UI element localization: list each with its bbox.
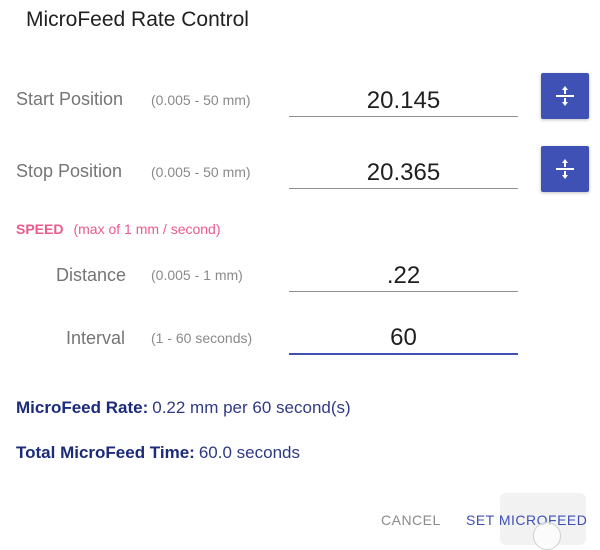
cancel-button[interactable]: CANCEL xyxy=(381,512,441,528)
microfeed-rate-summary: MicroFeed Rate: 0.22 mm per 60 second(s) xyxy=(16,398,351,418)
start-position-value: 20.145 xyxy=(366,87,441,114)
start-position-set-button[interactable] xyxy=(541,73,589,119)
total-microfeed-time-label: Total MicroFeed Time: xyxy=(16,443,195,462)
interval-value: 60 xyxy=(390,324,417,351)
distance-range: (0.005 - 1 mm) xyxy=(151,267,243,283)
interval-range: (1 - 60 seconds) xyxy=(151,330,253,346)
touch-indicator xyxy=(533,522,561,550)
stop-position-range: (0.005 - 50 mm) xyxy=(151,164,251,180)
distance-value: .22 xyxy=(386,262,421,289)
speed-heading: SPEED (max of 1 mm / second) xyxy=(16,221,221,237)
speed-title: SPEED xyxy=(16,221,64,237)
start-position-field[interactable]: 20.145 xyxy=(289,86,518,117)
dialog-title: MicroFeed Rate Control xyxy=(26,8,249,31)
microfeed-rate-value: 0.22 mm per 60 second(s) xyxy=(152,398,351,417)
start-position-range: (0.005 - 50 mm) xyxy=(151,92,251,108)
set-microfeed-button[interactable]: SET MICROFEED xyxy=(466,512,588,528)
total-microfeed-time-value: 60.0 seconds xyxy=(198,443,300,462)
distance-label: Distance xyxy=(56,265,127,285)
stop-position-field[interactable]: 20.365 xyxy=(289,158,518,189)
divide-icon xyxy=(556,159,574,179)
stop-position-value: 20.365 xyxy=(366,159,441,186)
speed-note: (max of 1 mm / second) xyxy=(73,221,221,237)
stop-position-set-button[interactable] xyxy=(541,146,589,192)
start-position-label: Start Position xyxy=(16,89,124,109)
stop-position-label: Stop Position xyxy=(16,161,123,181)
total-microfeed-time-summary: Total MicroFeed Time: 60.0 seconds xyxy=(16,443,300,463)
interval-field[interactable]: 60 xyxy=(289,323,518,355)
distance-field[interactable]: .22 xyxy=(289,261,518,292)
divide-icon xyxy=(556,86,574,106)
interval-label: Interval xyxy=(66,328,126,348)
microfeed-rate-label: MicroFeed Rate: xyxy=(16,398,149,417)
